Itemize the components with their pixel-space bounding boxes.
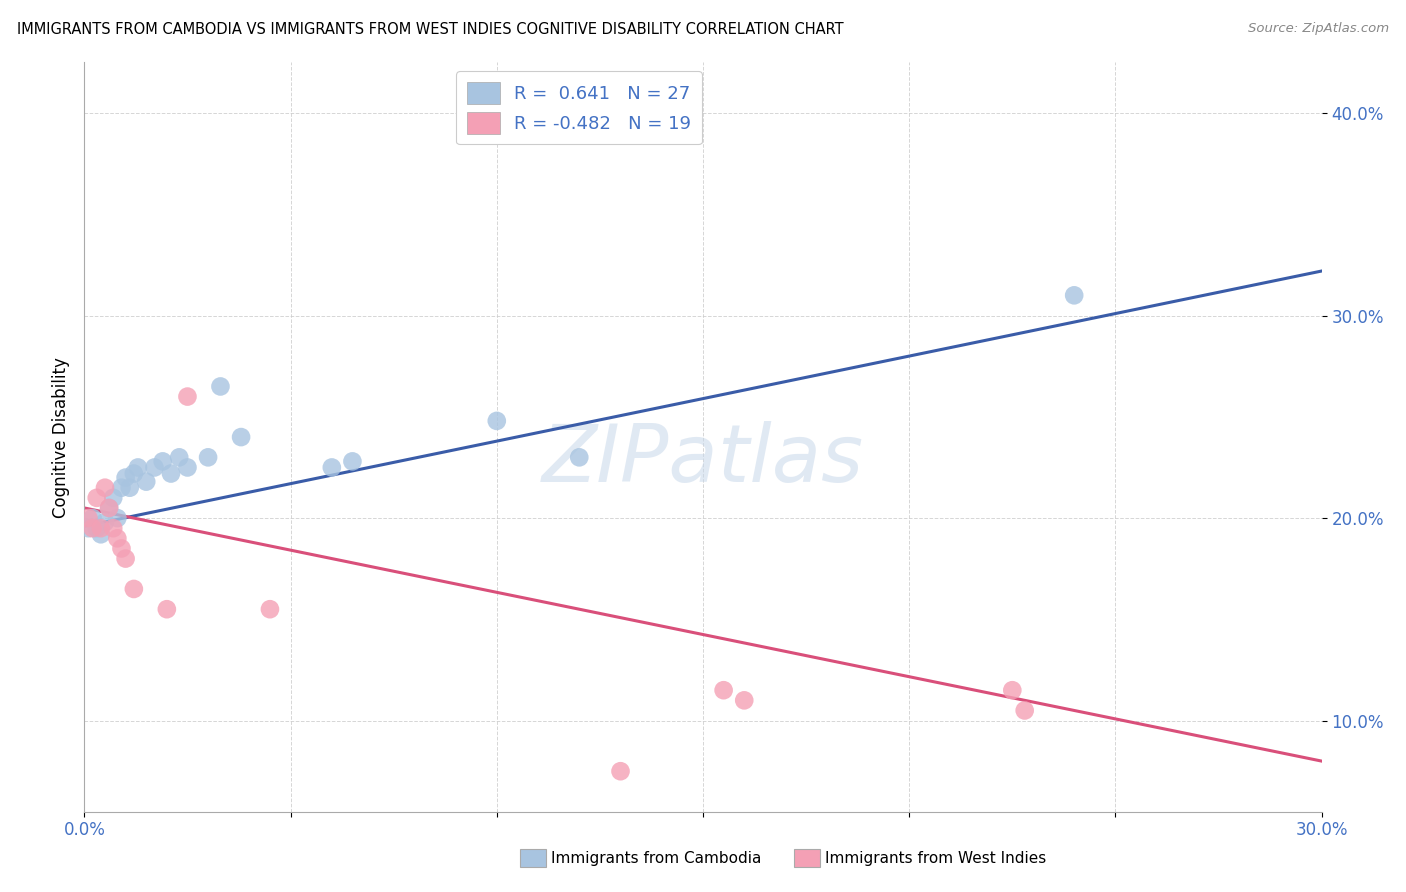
Point xyxy=(1014,703,1036,717)
Point xyxy=(110,541,132,556)
Point xyxy=(114,551,136,566)
Text: Immigrants from Cambodia: Immigrants from Cambodia xyxy=(551,851,762,865)
Point xyxy=(197,450,219,465)
Point xyxy=(94,481,117,495)
Point xyxy=(568,450,591,465)
Point xyxy=(114,470,136,484)
Text: ZIPatlas: ZIPatlas xyxy=(541,420,865,499)
Point xyxy=(485,414,508,428)
Point xyxy=(733,693,755,707)
Point xyxy=(1063,288,1085,302)
Point xyxy=(86,521,108,535)
Point xyxy=(77,511,100,525)
Text: Immigrants from West Indies: Immigrants from West Indies xyxy=(825,851,1046,865)
Point xyxy=(152,454,174,468)
Point xyxy=(122,582,145,596)
Point xyxy=(342,454,364,468)
Point xyxy=(176,460,198,475)
Point xyxy=(160,467,183,481)
Point xyxy=(127,460,149,475)
Point xyxy=(321,460,343,475)
Point xyxy=(90,521,112,535)
Text: Source: ZipAtlas.com: Source: ZipAtlas.com xyxy=(1249,22,1389,36)
Point xyxy=(259,602,281,616)
Point xyxy=(110,481,132,495)
Point xyxy=(86,491,108,505)
Point xyxy=(1001,683,1024,698)
Point xyxy=(229,430,252,444)
Point xyxy=(105,532,128,546)
Point xyxy=(209,379,232,393)
Point xyxy=(103,491,125,505)
Point xyxy=(94,515,117,529)
Point xyxy=(82,521,104,535)
Point xyxy=(156,602,179,616)
Text: IMMIGRANTS FROM CAMBODIA VS IMMIGRANTS FROM WEST INDIES COGNITIVE DISABILITY COR: IMMIGRANTS FROM CAMBODIA VS IMMIGRANTS F… xyxy=(17,22,844,37)
Point xyxy=(135,475,157,489)
Point xyxy=(98,500,121,515)
Point xyxy=(118,481,141,495)
Point xyxy=(105,511,128,525)
Point xyxy=(609,764,631,779)
Point xyxy=(176,390,198,404)
Point xyxy=(713,683,735,698)
Legend: R =  0.641   N = 27, R = -0.482   N = 19: R = 0.641 N = 27, R = -0.482 N = 19 xyxy=(457,71,702,145)
Point xyxy=(122,467,145,481)
Y-axis label: Cognitive Disability: Cognitive Disability xyxy=(52,357,70,517)
Point xyxy=(103,521,125,535)
Point xyxy=(77,521,100,535)
Point xyxy=(82,511,104,525)
Point xyxy=(98,500,121,515)
Point xyxy=(167,450,190,465)
Point xyxy=(90,527,112,541)
Point xyxy=(143,460,166,475)
